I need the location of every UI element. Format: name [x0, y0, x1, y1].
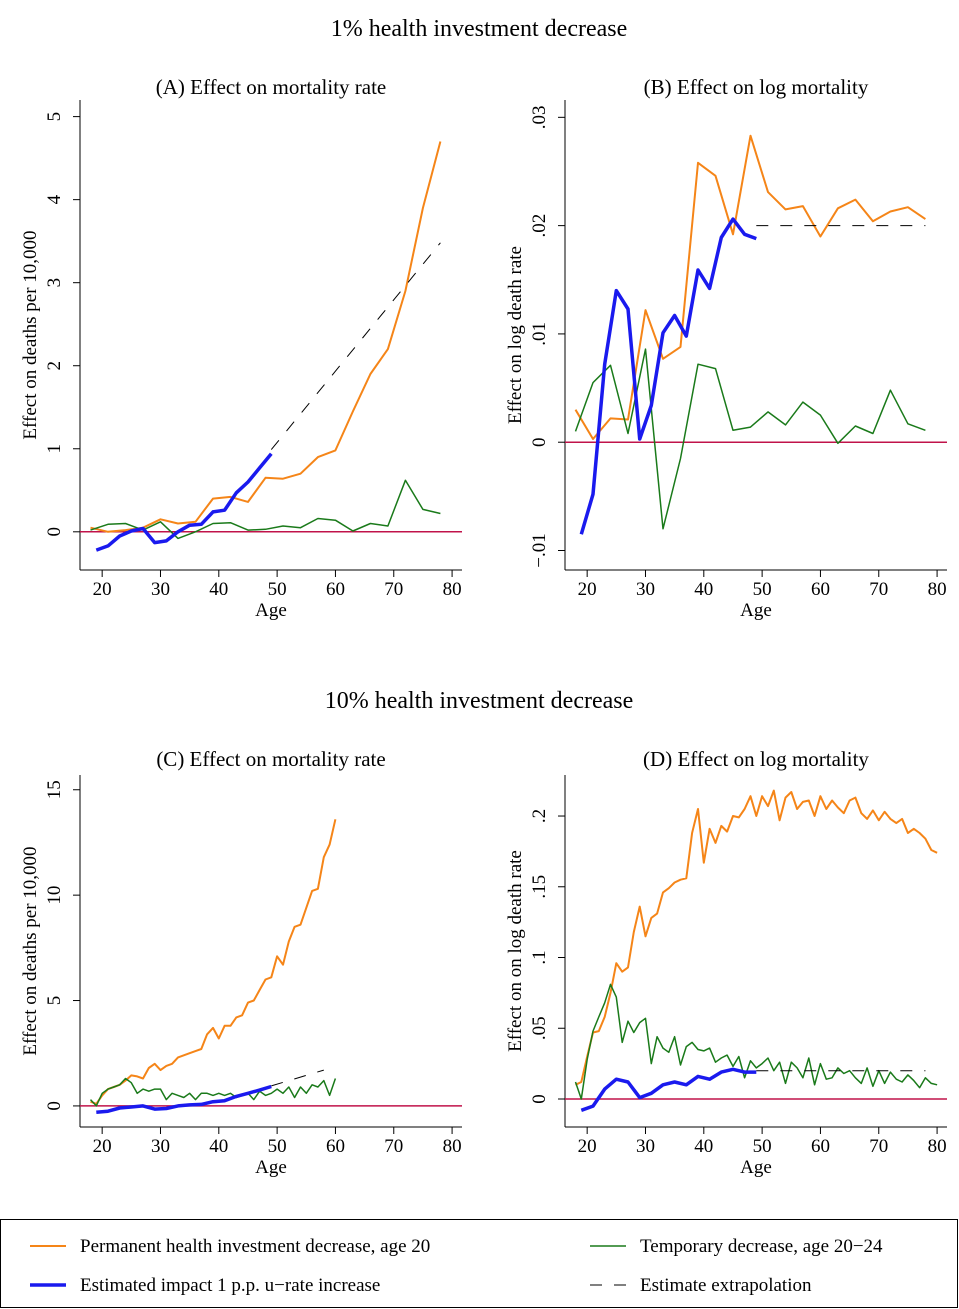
x-tick-label: 40	[694, 579, 713, 600]
legend-label: Estimate extrapolation	[640, 1275, 812, 1296]
x-tick-label: 70	[384, 579, 403, 600]
section-title: 1% health investment decrease	[331, 16, 628, 42]
series-line	[575, 789, 938, 1086]
y-tick-label: 4	[44, 194, 65, 204]
y-tick-label: .03	[529, 105, 550, 129]
y-tick-label: 0	[44, 527, 65, 537]
series-line	[90, 819, 337, 1105]
x-tick-label: 50	[268, 1136, 287, 1157]
x-tick-label: 50	[753, 1136, 772, 1157]
legend-label: Temporary decrease, age 20−24	[640, 1236, 883, 1257]
y-tick-label: 15	[44, 780, 65, 799]
series-line	[574, 983, 938, 1100]
x-tick-label: 30	[151, 1136, 170, 1157]
series-line	[90, 479, 441, 540]
y-axis-title: Effect on on log death rate	[505, 850, 526, 1052]
panel-title: (C) Effect on mortality rate	[156, 747, 385, 771]
x-tick-label: 20	[93, 1136, 112, 1157]
x-tick-label: 50	[753, 579, 772, 600]
x-tick-label: 60	[811, 579, 830, 600]
series-line	[271, 1069, 324, 1087]
y-axis-title: Effect on deaths per 10,000	[20, 230, 41, 439]
x-tick-label: 60	[326, 579, 345, 600]
y-tick-label: .1	[529, 950, 550, 964]
x-tick-label: 80	[443, 1136, 462, 1157]
legend-label: Estimated impact 1 p.p. u−rate increase	[80, 1275, 380, 1296]
x-tick-label: 20	[578, 1136, 597, 1157]
series-line	[574, 348, 926, 530]
series-line	[574, 134, 926, 440]
x-tick-label: 40	[694, 1136, 713, 1157]
x-tick-label: 70	[869, 1136, 888, 1157]
series-line	[95, 452, 273, 552]
x-tick-label: 40	[209, 1136, 228, 1157]
x-tick-label: 50	[268, 579, 287, 600]
x-axis-title: Age	[740, 1157, 772, 1178]
x-tick-label: 80	[928, 1136, 947, 1157]
y-tick-label: .02	[529, 214, 550, 238]
x-tick-label: 20	[578, 579, 597, 600]
x-tick-label: 60	[326, 1136, 345, 1157]
x-tick-label: 80	[928, 579, 947, 600]
y-tick-label: 1	[44, 444, 65, 454]
y-axis-title: Effect on log death rate	[505, 246, 526, 424]
y-tick-label: .01	[529, 322, 550, 346]
x-tick-label: 40	[209, 579, 228, 600]
series-line	[96, 1084, 272, 1114]
x-tick-label: 30	[636, 579, 655, 600]
y-tick-label: −.01	[529, 533, 550, 567]
x-axis-title: Age	[255, 1157, 287, 1178]
y-tick-label: 0	[529, 1094, 550, 1104]
panel-title: (D) Effect on log mortality	[643, 747, 869, 771]
x-axis-title: Age	[740, 600, 772, 621]
y-tick-label: 5	[44, 996, 65, 1006]
legend-label: Permanent health investment decrease, ag…	[80, 1236, 430, 1257]
x-tick-label: 80	[443, 579, 462, 600]
y-tick-label: 3	[44, 278, 65, 288]
section-title: 10% health investment decrease	[325, 688, 634, 714]
panel-title: (A) Effect on mortality rate	[156, 75, 387, 99]
series-line	[89, 1077, 337, 1107]
x-tick-label: 60	[811, 1136, 830, 1157]
series-line	[580, 1067, 757, 1112]
x-tick-label: 70	[384, 1136, 403, 1157]
y-tick-label: .05	[529, 1016, 550, 1040]
y-tick-label: 0	[44, 1101, 65, 1111]
y-tick-label: 2	[44, 361, 65, 371]
x-tick-label: 30	[151, 579, 170, 600]
y-tick-label: .2	[529, 809, 550, 823]
series-line	[270, 242, 441, 450]
series-line	[90, 141, 442, 533]
x-axis-title: Age	[255, 600, 287, 621]
y-tick-label: 0	[529, 437, 550, 447]
panel-title: (B) Effect on log mortality	[644, 75, 869, 99]
x-tick-label: 30	[636, 1136, 655, 1157]
x-tick-label: 70	[869, 579, 888, 600]
y-axis-title: Effect on deaths per 10,000	[20, 846, 41, 1055]
series-line	[579, 217, 757, 535]
legend-box	[0, 1219, 958, 1308]
y-tick-label: 5	[44, 112, 65, 122]
y-tick-label: 10	[44, 886, 65, 905]
x-tick-label: 20	[93, 579, 112, 600]
y-tick-label: .15	[529, 875, 550, 899]
